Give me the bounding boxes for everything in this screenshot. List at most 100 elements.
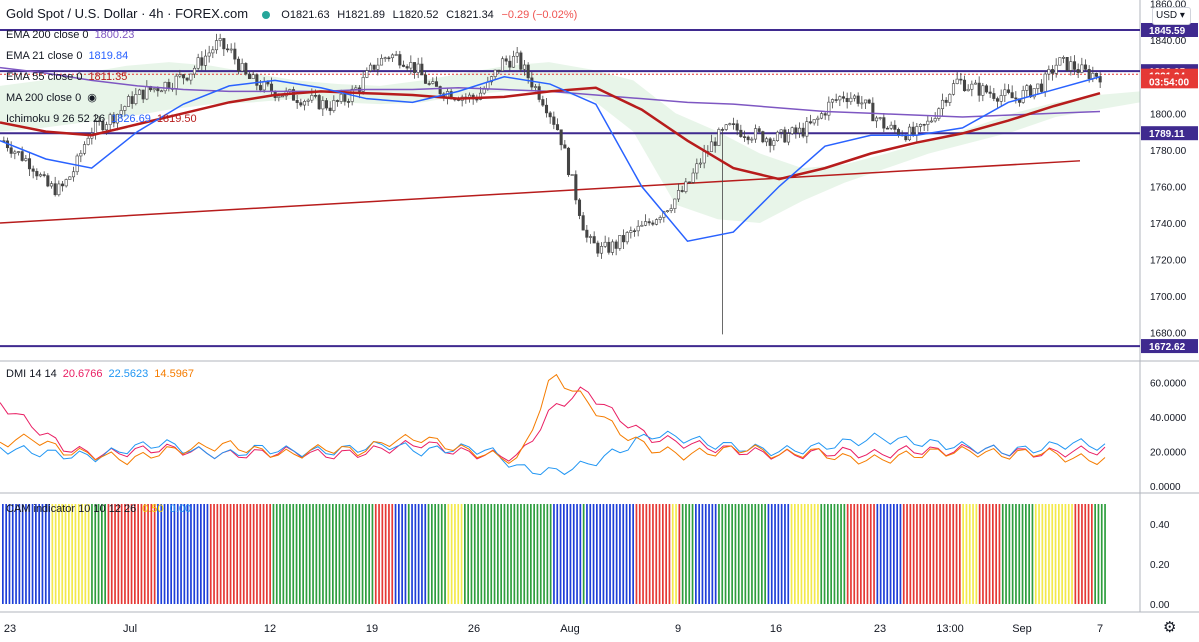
candle-body xyxy=(519,52,523,70)
legend-label: Ichimoku 9 26 52 26 xyxy=(6,113,106,125)
candle xyxy=(416,57,420,79)
visibility-eye-icon[interactable]: ◉ xyxy=(87,92,97,104)
cam-legend[interactable]: CAM indicator 10 10 12 26 0.50 0.00 xyxy=(6,502,197,516)
candle-body xyxy=(416,63,420,73)
candle-body xyxy=(163,81,167,92)
candle xyxy=(427,80,431,86)
cam-bar xyxy=(926,504,928,604)
candle xyxy=(541,95,545,107)
candle xyxy=(632,228,637,237)
candle xyxy=(625,230,629,245)
candle-body xyxy=(401,64,406,67)
candle-body xyxy=(438,86,442,95)
candle-body xyxy=(86,137,90,145)
candle-body xyxy=(291,89,296,101)
indicator-legend[interactable]: Ichimoku 9 26 52 26 1826.69 1819.50 xyxy=(6,112,203,126)
candle-body xyxy=(973,82,978,85)
candle-body xyxy=(9,147,13,154)
cam-bar xyxy=(256,504,258,604)
cam-bar xyxy=(219,504,222,604)
candle-body xyxy=(387,57,391,60)
candle xyxy=(801,122,805,139)
candle-body xyxy=(647,221,651,224)
indicator-legend[interactable]: MA 200 close 0 ◉ xyxy=(6,91,97,105)
candle-body xyxy=(783,129,787,143)
currency-selector[interactable]: USD ▾ xyxy=(1152,7,1191,25)
ma-line-ema-55 xyxy=(0,86,1101,181)
candle-body xyxy=(49,183,54,187)
cam-bar xyxy=(949,504,951,604)
dmi-legend[interactable]: DMI 14 14 20.6766 22.5623 14.5967 xyxy=(6,367,200,381)
candle-body xyxy=(948,93,952,103)
cam-bar xyxy=(569,504,572,604)
candle xyxy=(97,116,101,126)
cam-bar xyxy=(1044,504,1047,604)
cam-bar xyxy=(404,504,407,604)
cam-bar xyxy=(358,504,361,604)
cam-bar xyxy=(490,504,493,604)
candle-body xyxy=(541,99,545,106)
candle xyxy=(959,73,963,85)
candle xyxy=(885,126,890,130)
ohlc-change: −0.29 (−0.02%) xyxy=(501,9,578,21)
candle-body xyxy=(1098,76,1102,83)
cam-bar xyxy=(820,504,823,604)
candle xyxy=(977,76,981,102)
candle-body xyxy=(676,190,681,200)
candle xyxy=(614,239,618,256)
price-badge-label: 1845.59 xyxy=(1149,26,1186,37)
settings-gear-icon[interactable]: ⚙ xyxy=(1163,619,1177,636)
cam-bar xyxy=(879,504,882,604)
candle-body xyxy=(695,163,699,174)
cam-bar xyxy=(774,504,776,604)
cam-bar xyxy=(1064,504,1067,604)
indicator-legend[interactable]: EMA 55 close 0 1811.35 xyxy=(6,70,133,84)
candle xyxy=(786,128,791,146)
candle-body xyxy=(332,100,336,111)
candle xyxy=(16,150,21,156)
cam-bar xyxy=(563,504,565,604)
candle xyxy=(955,72,959,85)
candle xyxy=(823,111,827,120)
candle-body xyxy=(152,88,156,91)
cam-bar xyxy=(335,504,337,604)
cam-bar xyxy=(206,504,209,604)
cam-bar xyxy=(407,504,410,604)
candle xyxy=(940,93,945,116)
cam-bar xyxy=(480,504,483,604)
cam-bar xyxy=(945,504,948,604)
cam-bar xyxy=(173,504,176,604)
cam-bar xyxy=(302,504,304,604)
candle xyxy=(984,84,989,94)
cam-bar xyxy=(767,504,770,604)
candle xyxy=(676,183,681,202)
candle-body xyxy=(794,127,798,134)
cam-bar xyxy=(1018,504,1021,604)
legend-value: 22.5623 xyxy=(108,368,149,380)
candle-body xyxy=(746,136,750,141)
time-axis-label: 12 xyxy=(264,623,276,635)
candle xyxy=(933,112,937,123)
cam-bar xyxy=(1034,504,1037,604)
cam-bar xyxy=(942,504,945,604)
candle-body xyxy=(790,127,794,134)
cam-bar xyxy=(497,504,499,604)
candle xyxy=(907,123,912,142)
candle-body xyxy=(115,114,120,124)
candle-body xyxy=(13,151,17,154)
candle xyxy=(896,127,901,138)
candle-body xyxy=(244,63,248,75)
candle-body xyxy=(361,77,365,92)
candle-body xyxy=(596,242,600,254)
cam-bar xyxy=(209,504,212,604)
indicator-legend[interactable]: EMA 21 close 0 1819.84 xyxy=(6,49,134,63)
indicator-legend[interactable]: EMA 200 close 0 1800.23 xyxy=(6,28,140,42)
candle-body xyxy=(482,89,486,94)
candle xyxy=(651,220,655,227)
cam-bar xyxy=(493,504,496,604)
candle-body xyxy=(702,151,706,164)
candle xyxy=(599,242,604,259)
candle-body xyxy=(1072,61,1077,70)
cam-bar xyxy=(318,504,321,604)
